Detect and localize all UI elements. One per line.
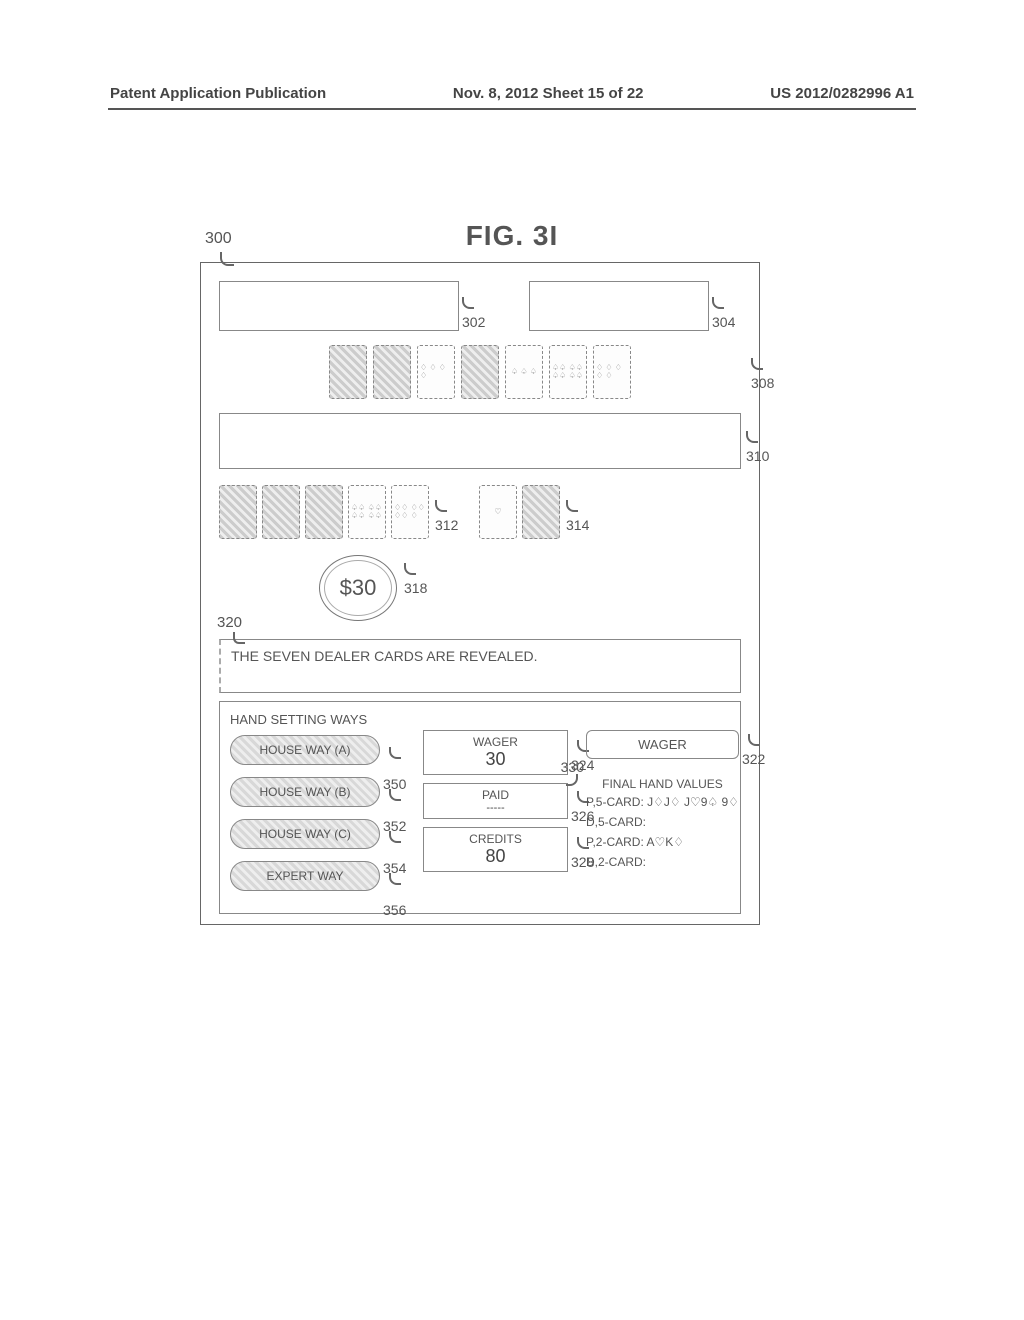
bet-chip-318: $30 318: [319, 555, 397, 621]
credits-box-328: CREDITS 80 328: [423, 827, 568, 872]
ref-322: 322: [742, 751, 765, 767]
fhv-d5: D,5-CARD:: [586, 815, 739, 829]
wager-label: WAGER: [430, 735, 561, 749]
wager-button-label: WAGER: [638, 737, 687, 752]
playing-card: [461, 345, 499, 399]
ref-308: 308: [751, 375, 774, 391]
playing-card: ♤♤ ♤♤ ♤♤ ♤♤: [549, 345, 587, 399]
playing-card: ♢ ♢ ♢ ♢ ♢: [593, 345, 631, 399]
figure-label: FIG. 3I: [0, 220, 1024, 252]
paid-value: -----: [430, 802, 561, 814]
ref-320-tick: [233, 632, 245, 644]
box-302: 302: [219, 281, 459, 331]
way-a-label: HOUSE WAY (A): [259, 743, 350, 757]
playing-card: [373, 345, 411, 399]
playing-card: [522, 485, 560, 539]
paid-label: PAID: [430, 788, 561, 802]
playing-card: ♤♤ ♤♤ ♤♤ ♤♤: [348, 485, 386, 539]
ref-356: 356: [383, 902, 406, 918]
main-frame: 302 304 ♢ ♢ ♢ ♢♤ ♤ ♤♤♤ ♤♤ ♤♤ ♤♤♢ ♢ ♢ ♢ ♢…: [200, 262, 760, 925]
paid-box-326: PAID ----- 326: [423, 783, 568, 819]
playing-card: ♤ ♤ ♤: [505, 345, 543, 399]
fhv-p2: P,2-CARD: A♡K♢: [586, 835, 739, 849]
house-way-a-button[interactable]: HOUSE WAY (A) 350: [230, 735, 380, 765]
bet-row: $30 318: [219, 553, 741, 633]
wager-value: 30: [430, 749, 561, 770]
message-text: THE SEVEN DEALER CARDS ARE REVEALED.: [231, 648, 538, 664]
credits-value: 80: [430, 846, 561, 867]
ref-318: 318: [404, 580, 427, 596]
playing-card: [329, 345, 367, 399]
box-310: 310: [219, 413, 741, 469]
way-c-label: HOUSE WAY (C): [259, 827, 351, 841]
bet-amount: $30: [340, 575, 377, 601]
box-304: 304: [529, 281, 709, 331]
row-302-304: 302 304: [219, 281, 741, 331]
ref-300: 300: [205, 230, 232, 248]
message-box-320: 320 THE SEVEN DEALER CARDS ARE REVEALED.: [219, 639, 741, 693]
player-2card-314: ♡314: [479, 485, 560, 539]
player-5card-312: ♤♤ ♤♤ ♤♤ ♤♤♢♢ ♢♢ ♢♢ ♢312: [219, 485, 429, 539]
playing-card: [262, 485, 300, 539]
fhv-d2: D,2-CARD:: [586, 855, 739, 869]
mid-info-column: WAGER 30 324 PAID ----- 326 CREDITS 80 3…: [423, 712, 568, 903]
dealer-cards-308: ♢ ♢ ♢ ♢♤ ♤ ♤♤♤ ♤♤ ♤♤ ♤♤♢ ♢ ♢ ♢ ♢308: [219, 345, 741, 399]
expert-way-button[interactable]: EXPERT WAY 356: [230, 861, 380, 891]
playing-card: ♡: [479, 485, 517, 539]
page-header: Patent Application Publication Nov. 8, 2…: [110, 85, 914, 102]
ref-314: 314: [566, 517, 589, 533]
ways-title: HAND SETTING WAYS: [230, 712, 405, 727]
header-center: Nov. 8, 2012 Sheet 15 of 22: [453, 85, 644, 102]
credits-label: CREDITS: [430, 832, 561, 846]
right-info-column: WAGER 322 330 FINAL HAND VALUES P,5-CARD…: [586, 712, 739, 903]
playing-card: [219, 485, 257, 539]
house-way-b-button[interactable]: HOUSE WAY (B) 352: [230, 777, 380, 807]
ref-320: 320: [217, 614, 242, 631]
header-right: US 2012/0282996 A1: [770, 85, 914, 102]
way-expert-label: EXPERT WAY: [267, 869, 344, 883]
wager-box-324: WAGER 30 324: [423, 730, 568, 775]
ref-310: 310: [746, 448, 769, 464]
ref-304: 304: [712, 314, 735, 330]
header-rule: [108, 108, 916, 110]
way-b-label: HOUSE WAY (B): [259, 785, 350, 799]
wager-button-322[interactable]: WAGER 322: [586, 730, 739, 759]
playing-card: ♢ ♢ ♢ ♢: [417, 345, 455, 399]
house-way-c-button[interactable]: HOUSE WAY (C) 354: [230, 819, 380, 849]
ref-302: 302: [462, 314, 485, 330]
bottom-panel: HAND SETTING WAYS HOUSE WAY (A) 350 HOUS…: [219, 701, 741, 914]
ref-330: 330: [561, 759, 584, 775]
fhv-p5: P,5-CARD: J♢J♢ J♡9♤ 9♢: [586, 795, 739, 809]
header-left: Patent Application Publication: [110, 85, 326, 102]
hand-setting-ways: HAND SETTING WAYS HOUSE WAY (A) 350 HOUS…: [230, 712, 405, 903]
playing-card: ♢♢ ♢♢ ♢♢ ♢: [391, 485, 429, 539]
player-hands-row: ♤♤ ♤♤ ♤♤ ♤♤♢♢ ♢♢ ♢♢ ♢312 ♡314: [219, 485, 741, 539]
playing-card: [305, 485, 343, 539]
final-hand-values-title: 330 FINAL HAND VALUES: [586, 777, 739, 791]
ref-312: 312: [435, 517, 458, 533]
